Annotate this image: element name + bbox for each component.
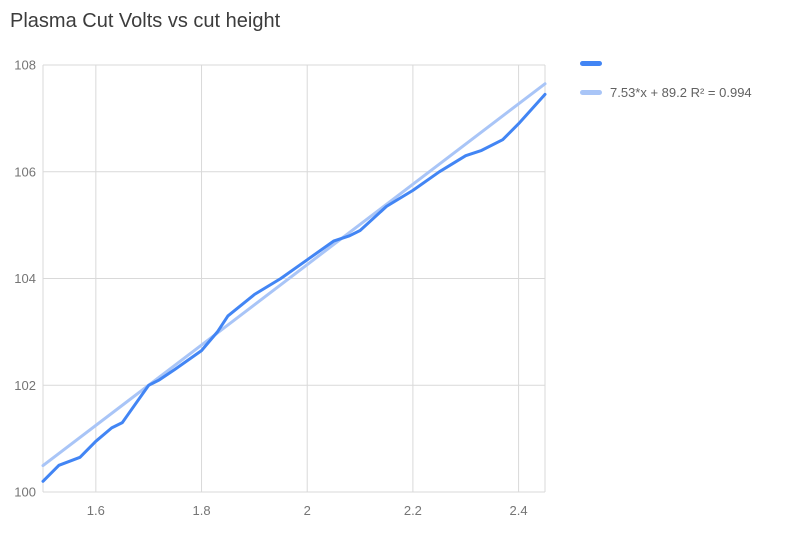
legend-trendline-label: 7.53*x + 89.2 R² = 0.994: [610, 85, 752, 100]
x-axis-tick-label: 1.8: [192, 503, 210, 518]
y-axis-tick-label: 102: [14, 378, 36, 393]
x-axis-tick-label: 2.2: [404, 503, 422, 518]
trendline-swatch: [580, 90, 602, 95]
chart-legend: 7.53*x + 89.2 R² = 0.994: [580, 56, 752, 100]
y-axis-tick-label: 108: [14, 58, 36, 73]
trendline: [41, 82, 547, 468]
chart-title: Plasma Cut Volts vs cut height: [10, 10, 281, 32]
y-axis-tick-label: 104: [14, 271, 36, 286]
x-axis-tick-label: 2: [304, 503, 311, 518]
y-axis-tick-label: 100: [14, 485, 36, 500]
series-swatch: [580, 61, 602, 66]
legend-item-trendline[interactable]: 7.53*x + 89.2 R² = 0.994: [580, 85, 752, 100]
x-axis-tick-label: 1.6: [87, 503, 105, 518]
legend-item-series[interactable]: [580, 56, 752, 71]
series-line: [41, 92, 547, 483]
x-axis-tick-label: 2.4: [510, 503, 528, 518]
y-axis-tick-label: 106: [14, 164, 36, 179]
